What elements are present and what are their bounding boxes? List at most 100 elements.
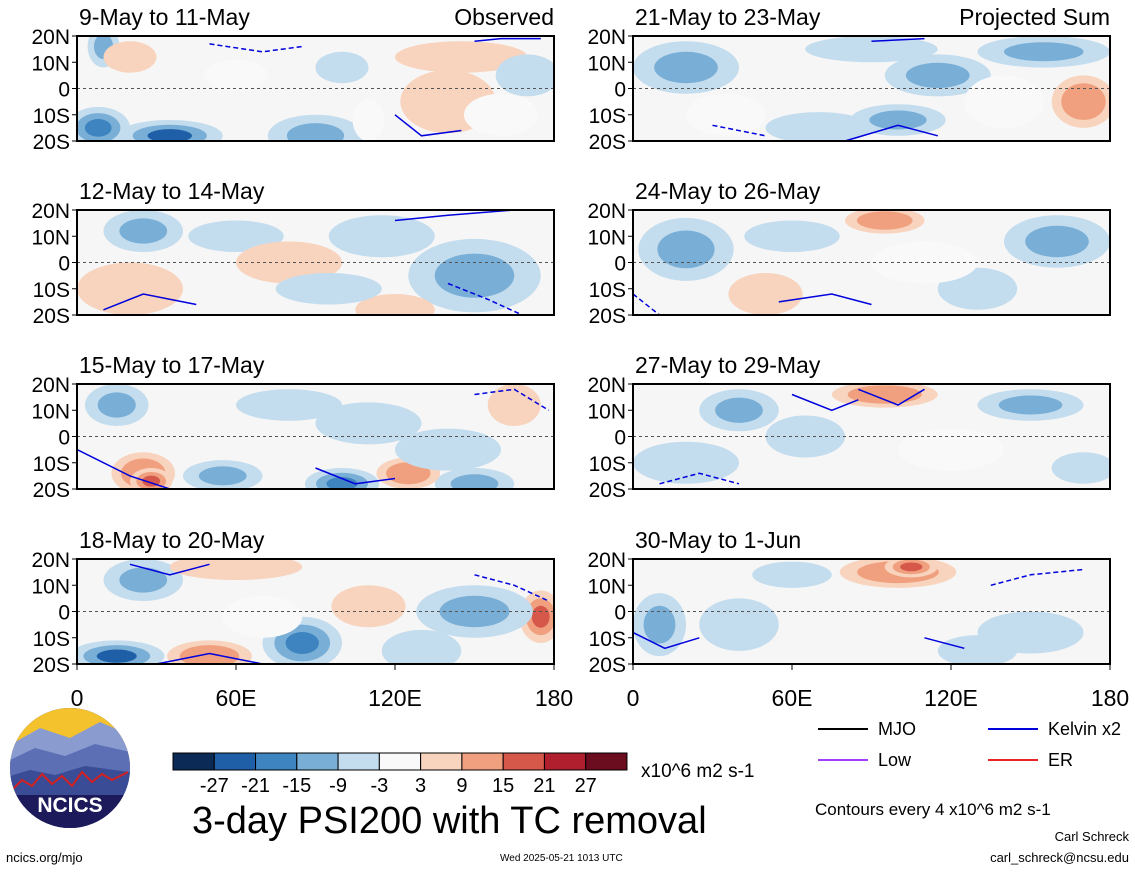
panel-period-label: 15-May to 17-May bbox=[79, 352, 265, 378]
colorbar-swatch bbox=[420, 752, 463, 771]
anomaly-shading bbox=[371, 300, 419, 315]
anomaly-shading bbox=[395, 428, 501, 471]
map-panel: 20N 10N 0 10S 20S 9-May to 11-May Observed bbox=[31, 4, 555, 154]
anomaly-shading bbox=[96, 649, 137, 663]
map-panel: 20N 10N 0 10S 20S 27-May to 29-May bbox=[587, 352, 1111, 502]
kelvin-contour bbox=[990, 568, 1084, 587]
legend-label: Kelvin x2 bbox=[1048, 719, 1121, 739]
colorbar-swatch bbox=[296, 752, 339, 771]
anomaly-shading bbox=[419, 82, 477, 121]
kelvin-contour bbox=[633, 631, 700, 650]
y-tick-label: 0 bbox=[58, 602, 70, 625]
anomaly-shading bbox=[1004, 42, 1084, 62]
anomaly-shading bbox=[119, 567, 168, 593]
anomaly-shading bbox=[868, 214, 902, 227]
anomaly-shading bbox=[275, 273, 382, 305]
y-tick-label: 20S bbox=[33, 305, 70, 328]
anomaly-shading bbox=[84, 119, 112, 137]
logo-text: NCICS bbox=[37, 794, 102, 817]
anomaly-shading bbox=[285, 631, 319, 655]
anomaly-shading bbox=[900, 562, 923, 572]
y-tick-label: 0 bbox=[58, 79, 70, 102]
colorbar-tick-label: -15 bbox=[282, 775, 311, 797]
anomaly-shading bbox=[463, 93, 539, 136]
figure-title: 3-day PSI200 with TC removal bbox=[192, 800, 707, 842]
y-tick-label: 10N bbox=[587, 575, 626, 598]
kelvin-contour bbox=[858, 388, 925, 406]
y-tick-label: 10S bbox=[589, 628, 626, 651]
kelvin-contour bbox=[778, 293, 872, 306]
y-tick-label: 20S bbox=[33, 131, 70, 154]
kelvin-contour bbox=[871, 37, 925, 43]
anomaly-shading bbox=[191, 649, 228, 663]
panel-period-label: 12-May to 14-May bbox=[79, 178, 265, 204]
x-tick-label: 0 bbox=[71, 685, 84, 711]
anomaly-shading bbox=[119, 218, 168, 244]
anomaly-shading bbox=[434, 253, 515, 298]
y-tick-label: 10N bbox=[587, 52, 626, 75]
anomaly-shading bbox=[421, 47, 501, 67]
y-tick-label: 20N bbox=[31, 549, 70, 572]
y-tick-label: 20S bbox=[589, 305, 626, 328]
x-axis-labels: 0 60E 120E 180 0 60E 120E 180 bbox=[71, 664, 1129, 711]
y-tick-label: 0 bbox=[58, 253, 70, 276]
panel-period-label: 9-May to 11-May bbox=[79, 4, 250, 30]
kelvin-contour bbox=[77, 448, 171, 489]
panel-period-label: 24-May to 26-May bbox=[635, 178, 821, 204]
anomaly-shading bbox=[450, 474, 499, 489]
anomaly-shading bbox=[871, 241, 978, 284]
kelvin-contour bbox=[659, 472, 740, 485]
anomaly-shading bbox=[657, 230, 715, 269]
colorbar: -27 -21 -15 -9 -3 3 9 15 21 27 bbox=[172, 752, 628, 797]
legend-label: ER bbox=[1048, 750, 1073, 770]
colorbar-tick-label: -9 bbox=[329, 775, 347, 797]
map-panel: 20N 10N 0 10S 20S 21-May to 23-May Projected S… bbox=[587, 4, 1111, 154]
kelvin-contour bbox=[315, 467, 396, 485]
y-tick-label: 20S bbox=[589, 654, 626, 677]
y-tick-label: 10N bbox=[31, 575, 70, 598]
y-tick-label: 10N bbox=[31, 226, 70, 249]
y-tick-label: 10S bbox=[33, 453, 70, 476]
colorbar-tick-label: -27 bbox=[200, 775, 229, 797]
anomaly-shading bbox=[765, 415, 845, 458]
anomaly-shading bbox=[699, 598, 779, 651]
anomaly-shading bbox=[495, 54, 554, 97]
kelvin-contour bbox=[394, 210, 515, 222]
y-tick-label: 10S bbox=[33, 628, 70, 651]
colorbar-swatch bbox=[461, 752, 504, 771]
colorbar-swatch bbox=[585, 752, 628, 771]
colorbar-swatch bbox=[502, 752, 545, 771]
kelvin-contour bbox=[129, 563, 210, 576]
y-tick-label: 10N bbox=[31, 400, 70, 423]
panel-period-label: 18-May to 20-May bbox=[79, 527, 265, 553]
y-tick-label: 20N bbox=[31, 374, 70, 397]
anomaly-shading bbox=[654, 51, 718, 84]
kelvin-contour bbox=[447, 282, 523, 315]
line-legend: MJO Kelvin x2 Low ER bbox=[818, 719, 1121, 770]
colorbar-tick-label: 3 bbox=[415, 775, 426, 797]
y-tick-label: 10S bbox=[589, 279, 626, 302]
anomaly-shading bbox=[498, 392, 531, 418]
y-tick-label: 20N bbox=[587, 26, 626, 49]
colorbar-tick-label: -21 bbox=[241, 775, 270, 797]
anomaly-shading bbox=[1025, 225, 1089, 258]
anomaly-shading bbox=[394, 466, 422, 480]
anomaly-shading bbox=[326, 477, 358, 489]
anomaly-shading bbox=[97, 392, 136, 418]
y-tick-label: 0 bbox=[58, 427, 70, 450]
x-tick-label: 120E bbox=[924, 685, 978, 711]
author-email[interactable]: carl_schreck@ncsu.edu bbox=[990, 850, 1129, 865]
anomaly-shading bbox=[905, 62, 970, 88]
anomaly-shading bbox=[381, 629, 462, 664]
colorbar-tick-label: -3 bbox=[370, 775, 388, 797]
kelvin-contour bbox=[924, 637, 965, 650]
panel-period-label: 27-May to 29-May bbox=[635, 352, 821, 378]
x-tick-label: 120E bbox=[368, 685, 422, 711]
site-link[interactable]: ncics.org/mjo bbox=[6, 850, 83, 865]
colorbar-swatch bbox=[255, 752, 298, 771]
y-tick-label: 20N bbox=[587, 200, 626, 223]
colorbar-swatch bbox=[378, 752, 422, 771]
y-tick-label: 10S bbox=[589, 453, 626, 476]
anomaly-shading bbox=[315, 51, 369, 84]
anomaly-shading bbox=[643, 605, 676, 644]
